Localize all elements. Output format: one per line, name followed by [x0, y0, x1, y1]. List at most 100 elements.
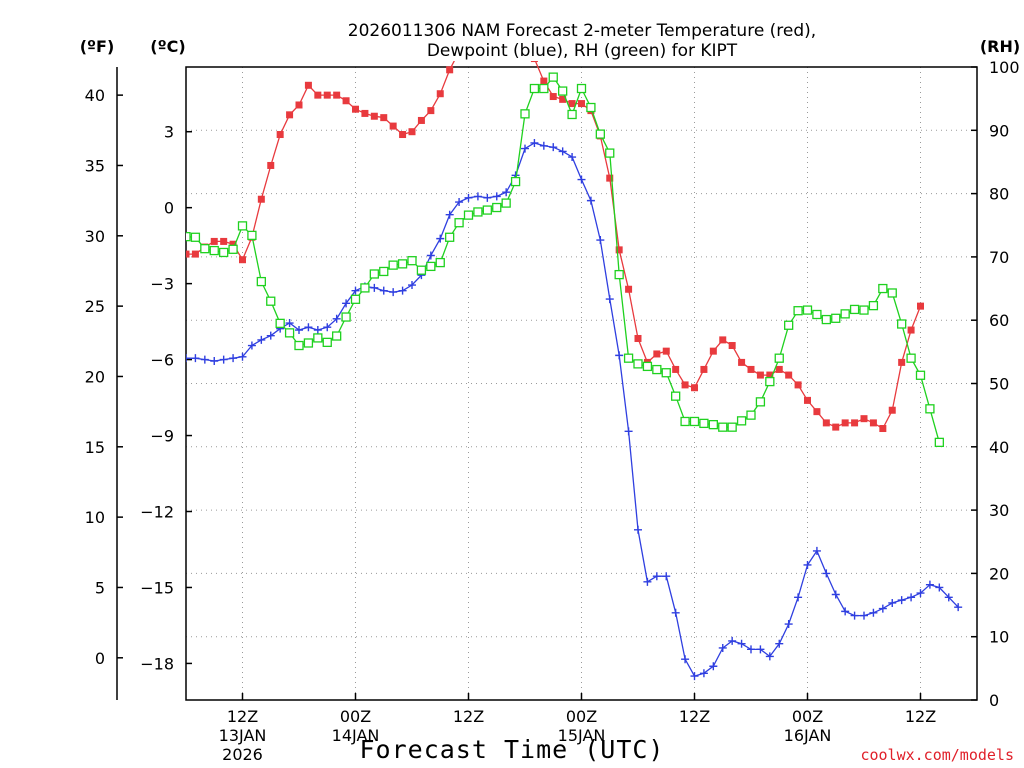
- rh-point: [341, 312, 351, 322]
- rh-tick-label: 90: [989, 121, 1009, 140]
- f-tick-label: 5: [95, 578, 105, 597]
- temperature-point: [719, 336, 727, 344]
- temperature-point: [813, 408, 821, 416]
- rh-point: [463, 210, 474, 220]
- rh-point: [275, 318, 285, 329]
- dewpoint-point: [747, 645, 755, 654]
- temperature-point: [399, 131, 407, 139]
- rh-point: [473, 207, 483, 217]
- rh-point: [322, 337, 332, 348]
- fahrenheit-axis-unit: (ºF): [80, 37, 115, 56]
- dewpoint-point: [709, 662, 718, 671]
- grid-lines: [186, 67, 977, 700]
- rh-point: [435, 257, 445, 268]
- rh-point: [313, 333, 323, 343]
- rh-point: [360, 283, 370, 293]
- dewpoint-point: [624, 427, 633, 436]
- temperature-point: [945, 0, 952, 7]
- dewpoint-point: [954, 603, 963, 612]
- f-tick-label: 40: [85, 86, 105, 105]
- rh-point: [925, 404, 935, 414]
- dewpoint-point: [285, 319, 294, 328]
- rh-point: [369, 269, 379, 279]
- f-tick-label: 20: [85, 367, 105, 386]
- temperature-point: [210, 237, 218, 245]
- rh-point: [661, 368, 671, 378]
- dewpoint-point: [530, 138, 539, 147]
- dewpoint-point: [549, 143, 558, 152]
- temperature-point: [239, 256, 246, 264]
- temperature-point: [964, 0, 971, 7]
- c-tick-label: −9: [150, 427, 174, 446]
- temperature-point: [709, 347, 717, 355]
- temperature-point: [625, 285, 633, 293]
- temperature-point: [841, 419, 849, 427]
- rh-point: [219, 247, 229, 258]
- temperature-point: [352, 105, 359, 113]
- f-tick-label: 25: [85, 297, 105, 316]
- dewpoint-point: [897, 596, 906, 605]
- rh-point: [247, 230, 257, 241]
- rh-axis-unit: (RH): [980, 37, 1020, 56]
- rh-point: [689, 416, 700, 427]
- rh-line: [186, 76, 940, 443]
- rh-tick-label: 20: [989, 564, 1009, 583]
- temperature-point: [380, 114, 388, 122]
- credit-link[interactable]: coolwx.com/models: [860, 746, 1014, 764]
- temperature-point: [568, 100, 576, 108]
- temperature-point: [832, 423, 840, 431]
- temperature-point: [389, 122, 397, 130]
- temperature-point: [738, 358, 746, 366]
- rh-point: [746, 410, 756, 420]
- rh-point: [727, 422, 737, 432]
- dewpoint-point: [765, 652, 774, 661]
- dewpoint-point: [408, 281, 416, 290]
- temperature-point: [304, 81, 312, 89]
- rh-point: [228, 244, 238, 254]
- temperature-point: [606, 174, 614, 182]
- rh-point: [237, 221, 248, 231]
- dewpoint-point: [907, 593, 916, 602]
- x-tick-date: 16JAN: [784, 726, 832, 745]
- axes: [116, 66, 978, 701]
- rh-point: [576, 83, 587, 94]
- rh-point: [671, 391, 681, 401]
- f-tick-label: 35: [85, 156, 105, 175]
- chart-title-line-1: 2026011306 NAM Forecast 2-meter Temperat…: [348, 21, 816, 41]
- temperature-point: [408, 128, 416, 136]
- dewpoint-line: [186, 142, 959, 677]
- rh-point: [482, 205, 492, 215]
- rh-point: [200, 244, 210, 254]
- temperature-point: [681, 381, 689, 389]
- dewpoint-point: [483, 193, 492, 202]
- dewpoint-point: [596, 236, 605, 245]
- temperature-point: [672, 365, 680, 373]
- rh-point: [680, 416, 690, 427]
- temperature-point: [530, 61, 538, 63]
- chart-title-line-2: Dewpoint (blue), RH (green) for KIPT: [427, 41, 738, 61]
- rh-point: [332, 331, 342, 341]
- rh-point: [793, 306, 803, 316]
- dewpoint-point: [652, 572, 661, 581]
- temperature-point: [662, 347, 670, 355]
- rh-tick-label: 80: [989, 185, 1009, 204]
- temperature-point: [926, 0, 933, 7]
- rh-point: [416, 265, 427, 275]
- rh-point: [510, 176, 521, 187]
- dewpoint-point: [822, 569, 831, 578]
- dewpoint-point: [389, 288, 398, 297]
- rh-point: [934, 437, 944, 448]
- dewpoint-point: [200, 355, 209, 364]
- rh-point: [567, 109, 577, 120]
- rh-point: [520, 109, 530, 119]
- temperature-point: [974, 0, 981, 7]
- rh-point: [445, 232, 455, 242]
- dewpoint-point: [699, 669, 708, 678]
- f-tick-label: 0: [95, 649, 105, 668]
- temperature-point: [295, 101, 303, 109]
- dewpoint-point: [398, 286, 407, 295]
- rh-point: [878, 283, 888, 294]
- c-tick-label: −18: [140, 654, 174, 673]
- rh-point: [558, 86, 568, 96]
